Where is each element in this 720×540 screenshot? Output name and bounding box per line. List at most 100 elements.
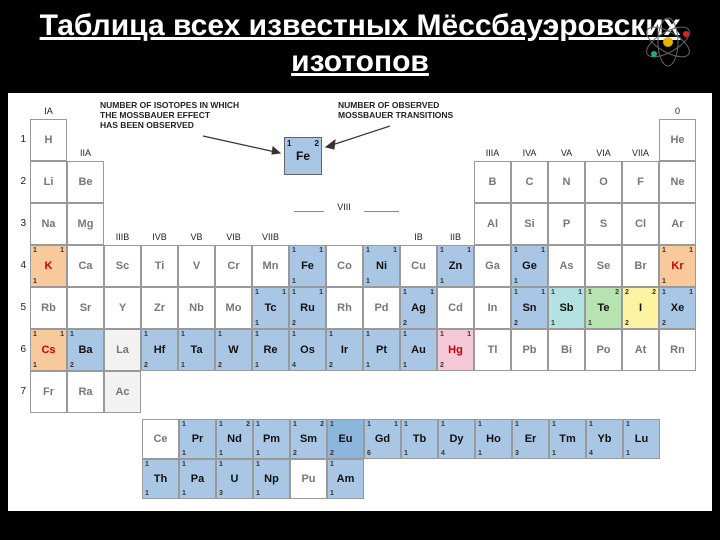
element-cell-ar: Ar: [659, 203, 696, 245]
group-label-iiib: IIIB: [104, 232, 141, 242]
count-tr: 1: [541, 247, 545, 254]
count-tl: 1: [589, 421, 593, 428]
element-cell-rb: Rb: [30, 287, 67, 329]
element-cell-tc: Tc111: [252, 287, 289, 329]
element-symbol: In: [488, 302, 498, 314]
count-tl: 1: [403, 331, 407, 338]
element-symbol: Tc: [264, 302, 276, 314]
element-cell-tl: Tl: [474, 329, 511, 371]
element-cell-ca: Ca: [67, 245, 104, 287]
element-cell-s: S: [585, 203, 622, 245]
periodic-table: NUMBER OF ISOTOPES IN WHICHTHE MOSSBAUER…: [8, 93, 712, 511]
element-cell-u: U13: [216, 459, 253, 499]
legend-example-cell: 1 2 Fe: [284, 137, 322, 175]
count-bl: 1: [182, 450, 186, 457]
element-cell-ag: Ag112: [400, 287, 437, 329]
element-symbol: La: [116, 344, 129, 356]
period-label-7: 7: [14, 386, 26, 397]
count-tl: 1: [626, 421, 630, 428]
element-cell-ba: Ba12: [67, 329, 104, 371]
element-symbol: Ar: [671, 218, 683, 230]
count-bl: 1: [514, 278, 518, 285]
element-cell-mn: Mn: [252, 245, 289, 287]
element-symbol: Sb: [559, 302, 573, 314]
element-cell-k: K111: [30, 245, 67, 287]
element-cell-h: H: [30, 119, 67, 161]
element-cell-ac: Ac: [104, 371, 141, 413]
group-label-ib: IB: [400, 232, 437, 242]
count-bl: 1: [33, 278, 37, 285]
element-symbol: Pd: [374, 302, 388, 314]
count-bl: 4: [292, 362, 296, 369]
element-symbol: Ho: [486, 433, 501, 445]
element-cell-pd: Pd: [363, 287, 400, 329]
element-symbol: Dy: [449, 433, 463, 445]
element-cell-pr: Pr11: [179, 419, 216, 459]
element-symbol: Ru: [300, 302, 315, 314]
group-label-0: 0: [659, 106, 696, 116]
slide-title: Таблица всех известных Мёссбауэровских и…: [0, 0, 720, 88]
count-bl: 2: [218, 362, 222, 369]
element-cell-mg: Mg: [67, 203, 104, 245]
element-cell-ti: Ti: [141, 245, 178, 287]
element-cell-as: As: [548, 245, 585, 287]
element-symbol: V: [193, 260, 200, 272]
periodic-table-area: NUMBER OF ISOTOPES IN WHICHTHE MOSSBAUER…: [8, 93, 712, 511]
element-cell-hg: Hg112: [437, 329, 474, 371]
count-tl: 1: [440, 247, 444, 254]
count-tl: 1: [440, 331, 444, 338]
element-cell-b: B: [474, 161, 511, 203]
period-label-3: 3: [14, 218, 26, 229]
count-bl: 2: [293, 450, 297, 457]
group-label-iia: IIA: [67, 148, 104, 158]
element-cell-dy: Dy14: [438, 419, 475, 459]
count-bl: 2: [70, 362, 74, 369]
count-bl: 2: [514, 320, 518, 327]
count-bl: 1: [366, 362, 370, 369]
element-cell-tm: Tm11: [549, 419, 586, 459]
legend-example-tr: 2: [315, 139, 319, 148]
element-cell-tb: Tb11: [401, 419, 438, 459]
element-cell-v: V: [178, 245, 215, 287]
element-symbol: Pt: [376, 344, 387, 356]
count-bl: 1: [33, 362, 37, 369]
element-symbol: Cd: [448, 302, 463, 314]
element-symbol: Sn: [522, 302, 536, 314]
group-label-via: VIA: [585, 148, 622, 158]
element-symbol: F: [637, 176, 644, 188]
element-symbol: Re: [263, 344, 277, 356]
element-cell-w: W12: [215, 329, 252, 371]
element-symbol: Lu: [635, 433, 648, 445]
count-bl: 1: [145, 490, 149, 497]
count-tl: 1: [588, 289, 592, 296]
element-cell-o: O: [585, 161, 622, 203]
element-cell-er: Er13: [512, 419, 549, 459]
count-tl: 1: [256, 421, 260, 428]
element-symbol: Al: [487, 218, 498, 230]
element-symbol: As: [559, 260, 573, 272]
count-tl: 1: [404, 421, 408, 428]
count-bl: 2: [440, 362, 444, 369]
element-cell-cd: Cd: [437, 287, 474, 329]
element-cell-bi: Bi: [548, 329, 585, 371]
count-bl: 1: [255, 362, 259, 369]
element-symbol: Ba: [78, 344, 92, 356]
count-bl: 1: [551, 320, 555, 327]
count-bl: 1: [219, 450, 223, 457]
element-symbol: Am: [337, 473, 355, 485]
count-tl: 2: [625, 289, 629, 296]
element-symbol: C: [526, 176, 534, 188]
count-tl: 1: [33, 247, 37, 254]
group-label-viia: VIIA: [622, 148, 659, 158]
element-symbol: Ce: [153, 433, 167, 445]
count-tl: 1: [514, 289, 518, 296]
element-cell-la: La: [104, 329, 141, 371]
element-symbol: Eu: [338, 433, 352, 445]
count-tl: 1: [292, 289, 296, 296]
element-cell-sm: Sm122: [290, 419, 327, 459]
count-bl: 1: [366, 278, 370, 285]
count-tl: 1: [292, 331, 296, 338]
element-cell-np: Np11: [253, 459, 290, 499]
element-symbol: Sr: [80, 302, 92, 314]
element-cell-y: Y: [104, 287, 141, 329]
